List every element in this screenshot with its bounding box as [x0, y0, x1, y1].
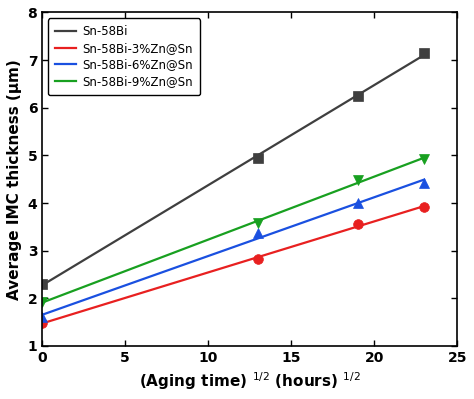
X-axis label: (Aging time) $^{1/2}$ (hours) $^{1/2}$: (Aging time) $^{1/2}$ (hours) $^{1/2}$ [139, 370, 361, 392]
Y-axis label: Average IMC thickness (μm): Average IMC thickness (μm) [7, 59, 22, 300]
Legend: Sn-58Bi, Sn-58Bi-3%Zn@Sn, Sn-58Bi-6%Zn@Sn, Sn-58Bi-9%Zn@Sn: Sn-58Bi, Sn-58Bi-3%Zn@Sn, Sn-58Bi-6%Zn@S… [48, 18, 200, 95]
